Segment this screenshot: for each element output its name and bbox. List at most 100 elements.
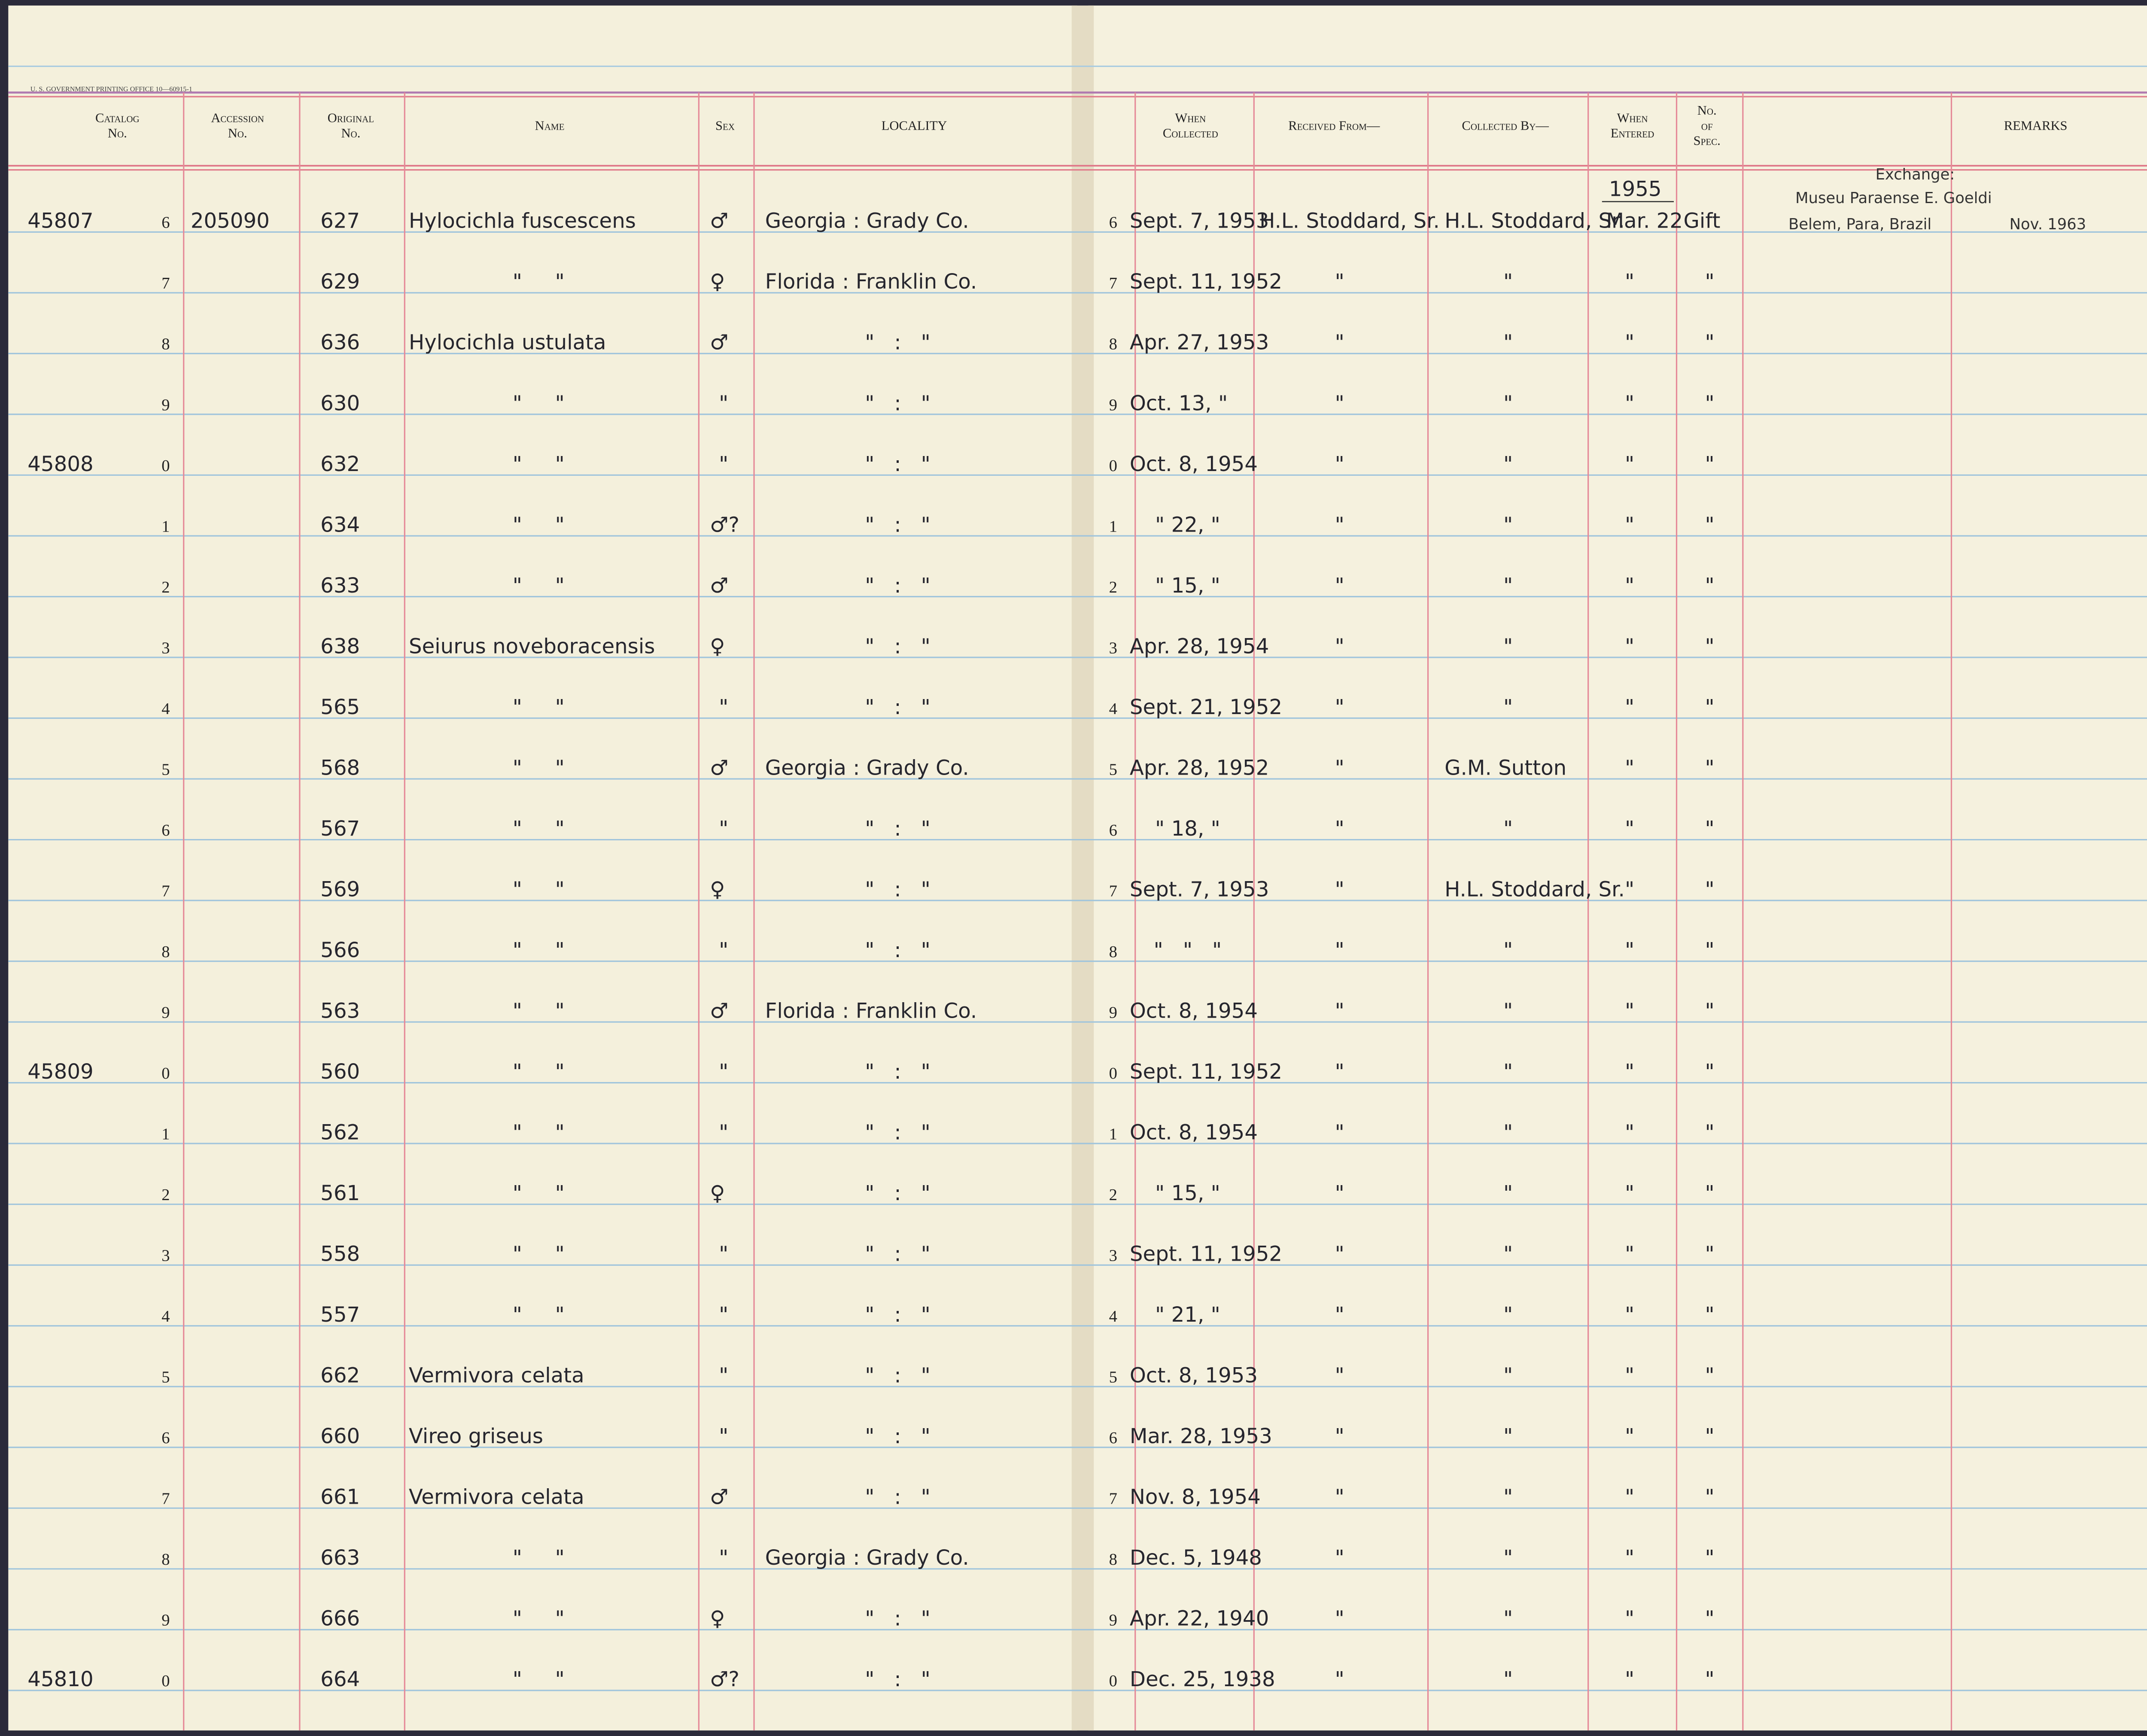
entered: " bbox=[1625, 1667, 1634, 1691]
entered-year: 1955 bbox=[1609, 177, 1662, 201]
collected: Sept. 7, 1953 bbox=[1130, 877, 1269, 901]
name: " " bbox=[513, 938, 565, 962]
spec: " bbox=[1705, 1485, 1715, 1509]
entered: Mar. 22 bbox=[1606, 209, 1683, 233]
collected-by: " bbox=[1503, 574, 1513, 598]
locality: Florida : Franklin Co. bbox=[765, 270, 977, 294]
collected-by: " bbox=[1503, 452, 1513, 476]
digit: 3 bbox=[161, 639, 170, 657]
collected: " 15, " bbox=[1155, 574, 1220, 598]
original: 560 bbox=[320, 1060, 360, 1084]
received-from: H.L. Stoddard, Sr. bbox=[1259, 209, 1440, 233]
digit: 5 bbox=[161, 1368, 170, 1386]
collected-by: " bbox=[1503, 513, 1513, 537]
name: " " bbox=[513, 391, 565, 415]
received-from: " bbox=[1335, 331, 1344, 355]
sex: ♂ bbox=[710, 331, 728, 355]
locality: " : " bbox=[865, 938, 931, 962]
collected: Oct. 8, 1954 bbox=[1130, 999, 1258, 1023]
catalog: 45808 bbox=[27, 452, 93, 476]
locality: " : " bbox=[865, 1060, 931, 1084]
collected: " 18, " bbox=[1155, 817, 1220, 841]
received-from: " bbox=[1335, 877, 1344, 901]
original: 662 bbox=[320, 1364, 360, 1388]
column-header: Name bbox=[535, 118, 565, 133]
name: " " bbox=[513, 1060, 565, 1084]
digit-right: 0 bbox=[1109, 1672, 1117, 1690]
name: " " bbox=[513, 1181, 565, 1205]
column-header: Received From— bbox=[1288, 118, 1380, 133]
original: 660 bbox=[320, 1424, 360, 1448]
received-from: " bbox=[1335, 513, 1344, 537]
catalog: 45810 bbox=[27, 1667, 93, 1691]
column-header: No. bbox=[1697, 103, 1717, 118]
sex: ♂ bbox=[710, 999, 728, 1023]
name: " " bbox=[513, 756, 565, 780]
digit-right: 8 bbox=[1109, 335, 1117, 353]
name: " " bbox=[513, 1607, 565, 1631]
name: " " bbox=[513, 877, 565, 901]
entered: " bbox=[1625, 938, 1634, 962]
received-from: " bbox=[1335, 817, 1344, 841]
name: Hylocichla ustulata bbox=[409, 331, 606, 355]
column-header: No. bbox=[108, 126, 127, 140]
sex: " bbox=[719, 391, 728, 415]
received-from: " bbox=[1335, 1303, 1344, 1327]
collected-by: " bbox=[1503, 1546, 1513, 1570]
name: Vermivora celata bbox=[409, 1364, 584, 1388]
locality: Georgia : Grady Co. bbox=[765, 209, 969, 233]
digit-right: 2 bbox=[1109, 578, 1117, 596]
digit: 3 bbox=[161, 1247, 170, 1265]
locality: " : " bbox=[865, 1485, 931, 1509]
name: Vermivora celata bbox=[409, 1485, 584, 1509]
sex: " bbox=[719, 817, 728, 841]
received-from: " bbox=[1335, 1242, 1344, 1266]
locality: " : " bbox=[865, 1607, 931, 1631]
digit: 5 bbox=[161, 760, 170, 778]
original: 561 bbox=[320, 1181, 360, 1205]
column-header: REMARKS bbox=[2004, 118, 2068, 133]
original: 661 bbox=[320, 1485, 360, 1509]
digit: 1 bbox=[161, 1125, 170, 1143]
locality: " : " bbox=[865, 1364, 931, 1388]
locality: " : " bbox=[865, 1181, 931, 1205]
original: 663 bbox=[320, 1546, 360, 1570]
digit-right: 5 bbox=[1109, 760, 1117, 778]
collected-by: " bbox=[1503, 1181, 1513, 1205]
sex: ♂? bbox=[710, 513, 739, 537]
column-header: LOCALITY bbox=[882, 118, 947, 133]
locality: " : " bbox=[865, 1242, 931, 1266]
locality: " : " bbox=[865, 1424, 931, 1448]
received-from: " bbox=[1335, 1546, 1344, 1570]
spec: " bbox=[1705, 1242, 1715, 1266]
digit-right: 0 bbox=[1109, 457, 1117, 475]
spec: " bbox=[1705, 513, 1715, 537]
original: 563 bbox=[320, 999, 360, 1023]
accession: 205090 bbox=[191, 209, 270, 233]
entered: " bbox=[1625, 1303, 1634, 1327]
locality: " : " bbox=[865, 1303, 931, 1327]
original: 629 bbox=[320, 270, 360, 294]
sex: " bbox=[719, 1303, 728, 1327]
spec: " bbox=[1705, 1303, 1715, 1327]
entered: " bbox=[1625, 877, 1634, 901]
remark: Belem, Para, Brazil bbox=[1788, 216, 1931, 233]
digit: 4 bbox=[161, 700, 170, 718]
collected-by: " bbox=[1503, 1485, 1513, 1509]
entered: " bbox=[1625, 634, 1634, 658]
locality: " : " bbox=[865, 1121, 931, 1145]
original: 567 bbox=[320, 817, 360, 841]
spec: " bbox=[1705, 1181, 1715, 1205]
collected: Oct. 8, 1954 bbox=[1130, 452, 1258, 476]
entered: " bbox=[1625, 1424, 1634, 1448]
digit: 6 bbox=[161, 1429, 170, 1447]
original: 633 bbox=[320, 574, 360, 598]
locality: " : " bbox=[865, 574, 931, 598]
received-from: " bbox=[1335, 391, 1344, 415]
digit-right: 6 bbox=[1109, 821, 1117, 839]
name: " " bbox=[513, 574, 565, 598]
original: 562 bbox=[320, 1121, 360, 1145]
entered: " bbox=[1625, 270, 1634, 294]
collected: Apr. 27, 1953 bbox=[1130, 331, 1269, 355]
